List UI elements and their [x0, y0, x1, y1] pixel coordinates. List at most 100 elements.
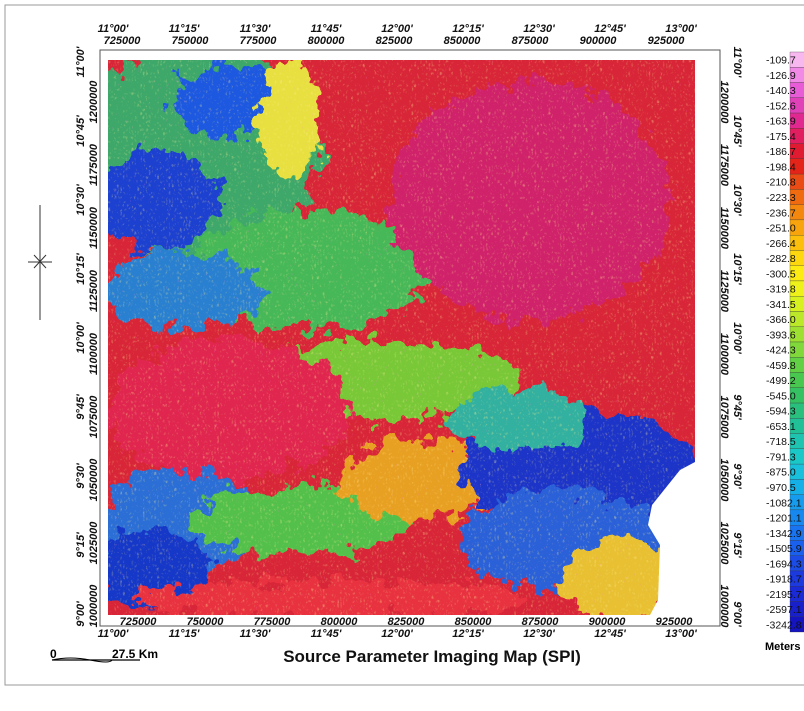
bottom-longitude-label: 12°30' — [523, 628, 555, 640]
legend-label: -210.8 — [766, 177, 796, 189]
legend-label: -236.7 — [766, 207, 796, 219]
top-easting-label: 750000 — [172, 35, 210, 47]
top-easting-label: 850000 — [444, 35, 482, 47]
left-latitude-label: 10°15' — [75, 253, 87, 285]
right-northing-label: 1200000 — [718, 81, 730, 125]
bottom-easting-label: 725000 — [120, 616, 158, 628]
right-northing-label: 1000000 — [718, 585, 730, 629]
bottom-easting-label: 750000 — [187, 616, 225, 628]
legend-label: -282.8 — [766, 253, 796, 265]
left-northing-label: 1000000 — [88, 584, 100, 628]
right-northing-label: 1050000 — [718, 459, 730, 503]
scale-start: 0 — [50, 647, 57, 661]
top-easting-label: 900000 — [580, 35, 618, 47]
left-northing-label: 1175000 — [88, 143, 100, 186]
right-latitude-label: 9°30' — [731, 463, 743, 489]
bottom-longitude-label: 12°15' — [452, 628, 484, 640]
legend-label: -163.9 — [766, 116, 796, 128]
legend-label: -341.5 — [766, 299, 796, 311]
right-latitude-label: 10°30' — [731, 184, 743, 216]
legend-label: -424.3 — [766, 345, 796, 357]
top-longitude-label: 11°15' — [169, 23, 200, 35]
legend-unit: Meters — [765, 641, 800, 653]
right-latitude-label: 9°00' — [731, 601, 743, 627]
legend-label: -393.6 — [766, 329, 796, 341]
right-latitude-label: 10°00' — [731, 322, 743, 354]
legend-label: -2195.7 — [766, 589, 802, 601]
top-easting-label: 725000 — [104, 35, 142, 47]
right-northing-label: 1150000 — [718, 207, 730, 250]
legend-label: -970.5 — [766, 482, 796, 494]
top-easting-label: 775000 — [240, 35, 278, 47]
figure-frame — [4, 4, 804, 686]
bottom-longitude-label: 12°00' — [381, 628, 413, 640]
legend-label: -499.2 — [766, 375, 796, 387]
right-northing-label: 1075000 — [718, 396, 730, 440]
top-easting-label: 825000 — [376, 35, 414, 47]
right-northing-label: 1175000 — [718, 144, 730, 187]
legend-label: -1694.3 — [766, 558, 802, 570]
legend-label: -459.8 — [766, 360, 796, 372]
legend-label: -718.5 — [766, 436, 796, 448]
right-latitude-label: 10°45' — [731, 115, 743, 147]
top-longitude-label: 13°00' — [665, 23, 697, 35]
bottom-longitude-label: 13°00' — [665, 628, 697, 640]
right-latitude-label: 9°15' — [731, 532, 743, 558]
left-latitude-label: 10°30' — [75, 184, 87, 216]
right-northing-label: 1025000 — [718, 522, 730, 566]
legend-label: -3242.8 — [766, 619, 802, 631]
legend-label: -875.0 — [766, 467, 796, 479]
legend-label: -1201.1 — [766, 513, 802, 525]
legend-label: -300.5 — [766, 268, 796, 280]
bottom-easting-label: 825000 — [388, 616, 426, 628]
top-longitude-label: 11°30' — [240, 23, 271, 35]
legend-label: -1082.1 — [766, 497, 802, 509]
legend-label: -594.3 — [766, 406, 796, 418]
right-latitude-label: 11°00' — [731, 47, 743, 78]
left-latitude-label: 9°30' — [75, 463, 87, 489]
map-neatline — [99, 49, 721, 627]
left-northing-label: 1075000 — [88, 395, 100, 439]
legend-label: -186.7 — [766, 146, 796, 158]
legend-label: -366.0 — [766, 314, 796, 326]
scale-bar — [51, 657, 140, 663]
legend-label: -223.3 — [766, 192, 796, 204]
bottom-easting-label: 875000 — [522, 616, 560, 628]
left-latitude-label: 9°15' — [75, 532, 87, 558]
bottom-easting-label: 925000 — [656, 616, 694, 628]
bottom-longitude-label: 12°45' — [594, 628, 626, 640]
legend-label: -1505.9 — [766, 543, 802, 555]
right-latitude-label: 9°45' — [731, 394, 743, 420]
right-northing-label: 1125000 — [718, 270, 730, 313]
left-northing-label: 1100000 — [88, 332, 100, 375]
top-longitude-label: 12°15' — [452, 23, 484, 35]
top-easting-label: 875000 — [512, 35, 550, 47]
bottom-longitude-label: 11°00' — [98, 628, 129, 640]
top-longitude-label: 12°30' — [523, 23, 555, 35]
bottom-easting-label: 850000 — [455, 616, 493, 628]
legend-label: -266.4 — [766, 238, 796, 250]
legend-label: -152.6 — [766, 100, 796, 112]
bottom-longitude-label: 11°30' — [240, 628, 271, 640]
right-latitude-label: 10°15' — [731, 253, 743, 285]
legend-label: -2597.1 — [766, 604, 802, 616]
left-northing-label: 1200000 — [88, 80, 100, 124]
top-easting-label: 800000 — [308, 35, 346, 47]
legend-label: -140.3 — [766, 85, 796, 97]
top-longitude-label: 11°00' — [98, 23, 129, 35]
legend-label: -791.3 — [766, 451, 796, 463]
right-northing-label: 1100000 — [718, 333, 730, 376]
legend-label: -126.9 — [766, 70, 796, 82]
top-longitude-label: 12°45' — [594, 23, 626, 35]
legend-swatch — [789, 616, 804, 633]
legend-label: -653.1 — [766, 421, 796, 433]
left-northing-label: 1025000 — [88, 521, 100, 565]
legend-label: -545.0 — [766, 390, 796, 402]
left-northing-label: 1050000 — [88, 458, 100, 502]
top-longitude-label: 12°00' — [381, 23, 413, 35]
legend-label: -1342.9 — [766, 528, 802, 540]
map-title: Source Parameter Imaging Map (SPI) — [283, 647, 581, 666]
left-northing-label: 1125000 — [88, 269, 100, 312]
bottom-longitude-label: 11°15' — [169, 628, 200, 640]
